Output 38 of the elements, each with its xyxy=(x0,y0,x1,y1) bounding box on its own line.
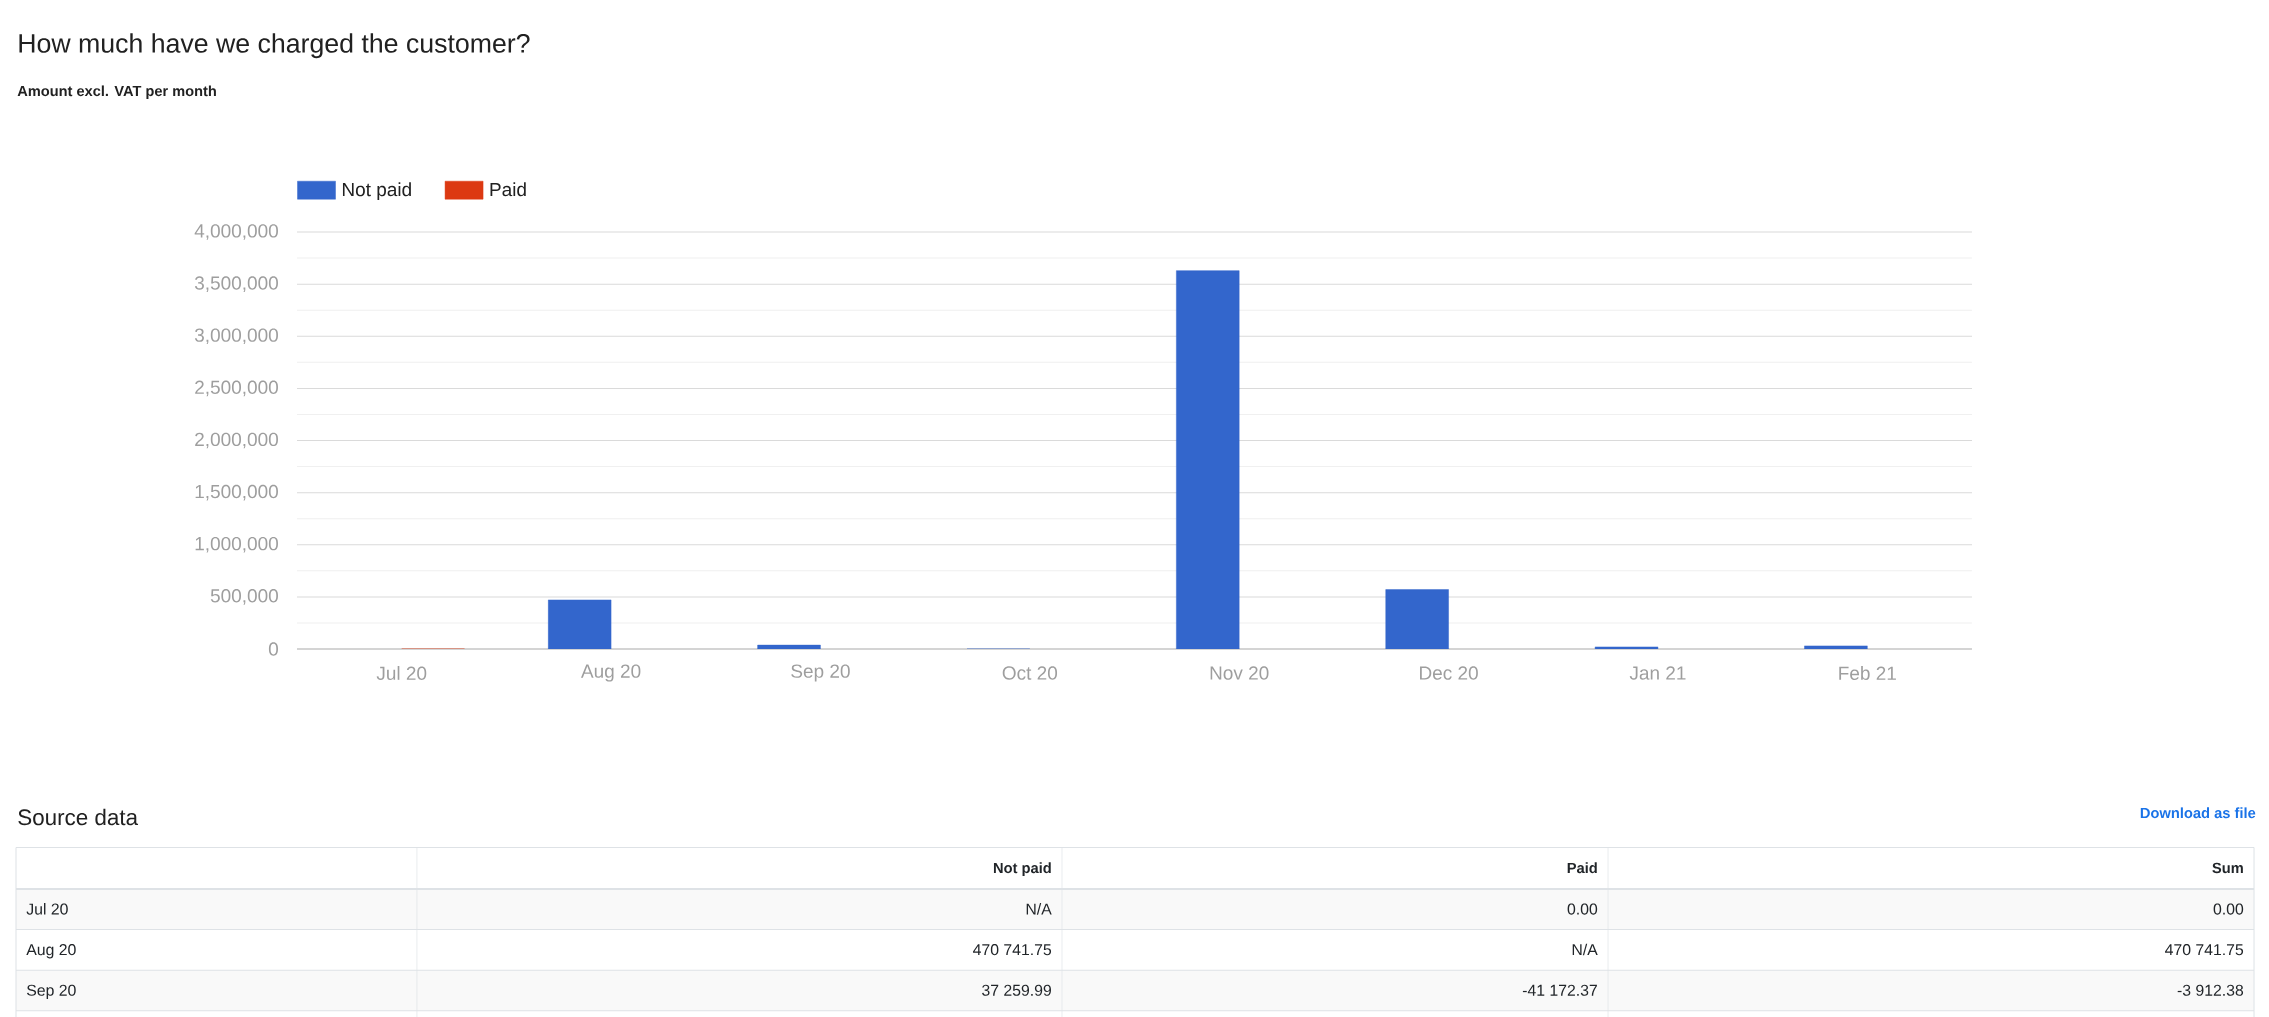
text: -3 912.38 xyxy=(2177,984,2244,996)
y-tick-label: 1,500,000 xyxy=(195,484,278,501)
text: 470 741.75 xyxy=(2165,944,2244,956)
category-label: Jul 20 xyxy=(26,903,68,915)
text: N/A xyxy=(1026,903,1052,915)
y-tick-label: 1,000,000 xyxy=(195,536,278,553)
text: Download as file xyxy=(2140,807,2256,819)
category-label: Aug 20 xyxy=(26,944,76,959)
text: Amount excl. VAT per month xyxy=(17,85,216,100)
x-tick-label: Nov 20 xyxy=(1210,666,1269,680)
y-tick-label: 0 xyxy=(268,642,278,656)
y-tick-label: 3,000,000 xyxy=(194,328,278,345)
text: 0.00 xyxy=(2213,903,2244,915)
y-tick-label: 3,500,000 xyxy=(194,276,278,292)
y-tick-label: 2,000,000 xyxy=(195,432,278,449)
text: 37 259.99 xyxy=(982,984,1051,996)
y-tick-label: 500,000 xyxy=(210,589,278,605)
text: Sum xyxy=(2212,862,2243,874)
x-tick-label: Feb 21 xyxy=(1839,666,1896,680)
text: Not paid xyxy=(993,862,1051,877)
y-tick-label: 2,500,000 xyxy=(195,380,278,397)
category-label: Sep 20 xyxy=(26,984,76,999)
text: 0.00 xyxy=(1567,903,1598,915)
x-tick-label: Jan 21 xyxy=(1629,666,1686,680)
x-tick-label: Oct 20 xyxy=(1002,666,1058,680)
x-tick-label: Sep 20 xyxy=(791,664,850,682)
legend-label: Not paid xyxy=(342,182,411,201)
x-tick-label: Dec 20 xyxy=(1420,666,1478,680)
y-tick-label: 4,000,000 xyxy=(194,224,278,240)
legend-label: Paid xyxy=(490,182,526,197)
x-tick-label: Jul 20 xyxy=(376,666,427,680)
source-note: Source data xyxy=(18,808,139,826)
text: 470 741.75 xyxy=(973,944,1052,956)
x-tick-label: Aug 20 xyxy=(580,664,641,682)
text: N/A xyxy=(1572,943,1598,956)
chart-title: How much have we charged the customer? xyxy=(19,33,530,59)
text: Paid xyxy=(1567,862,1597,874)
text: -41 172.37 xyxy=(1522,984,1597,996)
